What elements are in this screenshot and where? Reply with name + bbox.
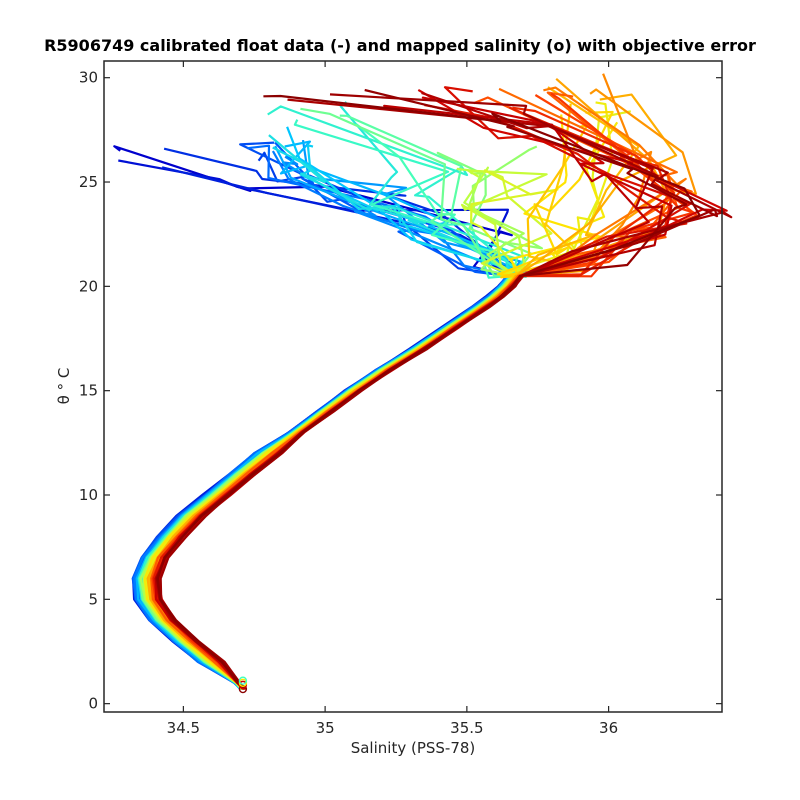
profile-line (156, 94, 701, 690)
y-axis-label: θ ° C (55, 368, 73, 405)
plot-frame (103, 60, 723, 713)
profile-line (144, 169, 559, 690)
profile-line (138, 107, 514, 690)
mapped-salinity-marker (238, 684, 248, 694)
y-axis: 0 5 10 15 20 25 30 (79, 69, 722, 713)
x-axis: 34.5 35 35.5 36 (167, 61, 618, 737)
plot-area (113, 73, 733, 694)
y-tick-label: 20 (79, 277, 98, 295)
x-tick-label: 36 (599, 719, 618, 737)
y-tick-label: 30 (79, 69, 98, 87)
chart-title: R5906749 calibrated float data (-) and m… (44, 36, 756, 55)
profile-line (150, 73, 653, 690)
profile-line (155, 88, 688, 690)
profile-line (153, 106, 672, 690)
y-tick-label: 25 (79, 173, 98, 191)
profile-line (158, 104, 650, 690)
profile-line (154, 91, 664, 690)
mapped-salinity-marker (238, 676, 248, 685)
x-tick-label: 34.5 (167, 719, 200, 737)
x-tick-label: 35 (316, 719, 335, 737)
y-tick-label: 5 (88, 590, 98, 608)
y-tick-label: 15 (79, 382, 98, 400)
x-axis-label: Salinity (PSS-78) (351, 739, 476, 757)
y-tick-label: 10 (79, 486, 98, 504)
x-tick-label: 35.5 (450, 719, 483, 737)
y-tick-label: 0 (88, 695, 98, 713)
